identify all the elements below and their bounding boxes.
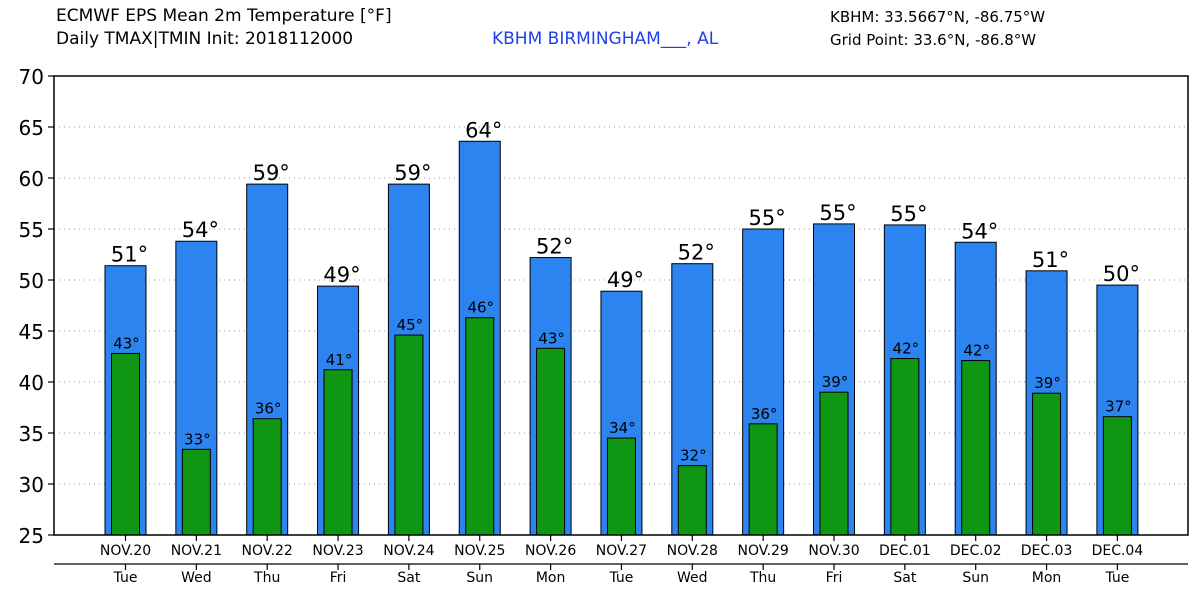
x-date-label: NOV.21 <box>171 543 222 559</box>
tmin-bar <box>606 437 636 536</box>
x-date-label: DEC.03 <box>1021 543 1073 559</box>
tmin-bar <box>961 360 991 536</box>
x-weekday-label: Fri <box>826 570 843 586</box>
tmin-data-label: 34° <box>609 419 636 437</box>
tmin-bar <box>1102 416 1132 536</box>
tmin-bar <box>181 448 211 536</box>
tmin-bar <box>819 391 849 536</box>
x-weekday-label: Tue <box>608 570 633 586</box>
tmin-bar <box>890 358 920 536</box>
tmax-data-label: 54° <box>182 218 219 242</box>
tmin-bar <box>677 465 707 536</box>
x-weekday-label: Sat <box>893 570 916 586</box>
y-tick-label: 35 <box>19 422 44 446</box>
y-tick-label: 55 <box>19 218 44 242</box>
tmax-data-label: 52° <box>678 241 715 265</box>
tmax-data-label: 59° <box>253 161 290 185</box>
y-tick-label: 60 <box>19 167 44 191</box>
chart-subtitle: Daily TMAX|TMIN Init: 2018112000 <box>56 29 354 49</box>
tmax-data-label: 59° <box>394 161 431 185</box>
y-tick-label: 25 <box>19 524 44 548</box>
tmin-bar <box>1032 392 1062 536</box>
tmin-bar <box>465 317 495 536</box>
tmax-data-label: 51° <box>1032 248 1069 272</box>
tmax-data-label: 52° <box>536 235 573 259</box>
x-date-label: NOV.29 <box>738 543 789 559</box>
tmax-data-label: 55° <box>819 201 856 225</box>
tmin-bar <box>111 352 140 536</box>
axes: 25 30 35 40 45 50 55 60 65 70 NOV.20 Tue NOV.21 Wed NO… <box>19 65 1189 586</box>
tmax-data-label: 49° <box>607 268 644 292</box>
tmin-data-label: 41° <box>326 351 353 369</box>
x-weekday-label: Mon <box>536 570 566 586</box>
y-tick-label: 70 <box>19 65 44 89</box>
tmin-bar <box>536 347 566 536</box>
station-coordinates: KBHM: 33.5667°N, -86.75°W <box>830 8 1046 26</box>
tmin-bar <box>748 423 778 536</box>
x-date-label: DEC.02 <box>950 543 1002 559</box>
x-date-label: NOV.20 <box>100 543 151 559</box>
tmax-data-label: 50° <box>1103 262 1140 286</box>
x-weekday-label: Sun <box>962 570 989 586</box>
x-date-label: NOV.22 <box>242 543 293 559</box>
tmin-data-label: 39° <box>1034 374 1061 392</box>
x-date-label: NOV.27 <box>596 543 647 559</box>
x-date-label: NOV.26 <box>525 543 576 559</box>
tmin-data-label: 45° <box>397 316 424 334</box>
station-name: KBHM BIRMINGHAM___, AL <box>492 29 719 49</box>
tmax-data-label: 55° <box>749 206 786 230</box>
tmin-data-label: 42° <box>893 340 920 358</box>
x-weekday-label: Wed <box>677 570 708 586</box>
tmax-data-label: 64° <box>465 118 502 142</box>
x-date-label: NOV.23 <box>312 543 363 559</box>
x-date-label: NOV.25 <box>454 543 505 559</box>
x-weekday-label: Wed <box>181 570 212 586</box>
chart-title: ECMWF EPS Mean 2m Temperature [°F] <box>56 6 392 26</box>
y-tick-label: 45 <box>19 320 44 344</box>
y-tick-label: 65 <box>19 116 44 140</box>
tmin-data-label: 42° <box>963 342 990 360</box>
tmin-data-label: 36° <box>751 405 778 423</box>
tmax-data-label: 55° <box>890 202 927 226</box>
x-date-label: NOV.24 <box>383 543 434 559</box>
x-weekday-label: Thu <box>253 570 280 586</box>
bars: 51° 43° 54° 33° 59° 36° 49° 41° 59° 45° 64° 46° 52° 4… <box>104 118 1140 536</box>
tmin-data-label: 33° <box>184 430 211 448</box>
y-tick-label: 50 <box>19 269 44 293</box>
tmin-data-label: 36° <box>255 400 282 418</box>
tmin-bar <box>252 418 282 536</box>
x-weekday-label: Fri <box>330 570 347 586</box>
x-weekday-label: Thu <box>749 570 776 586</box>
x-date-label: DEC.04 <box>1092 543 1144 559</box>
x-date-label: NOV.30 <box>808 543 859 559</box>
tmax-data-label: 54° <box>961 219 998 243</box>
x-weekday-label: Tue <box>1104 570 1129 586</box>
tmin-data-label: 37° <box>1105 398 1132 416</box>
y-tick-label: 30 <box>19 473 44 497</box>
tmin-data-label: 32° <box>680 447 707 465</box>
tmin-bar <box>394 334 424 536</box>
tmax-data-label: 49° <box>323 263 360 287</box>
x-weekday-label: Tue <box>113 570 138 586</box>
x-date-label: NOV.28 <box>667 543 718 559</box>
x-weekday-label: Mon <box>1032 570 1062 586</box>
x-weekday-label: Sun <box>466 570 493 586</box>
tmin-data-label: 46° <box>467 299 494 317</box>
x-date-label: DEC.01 <box>879 543 931 559</box>
x-weekday-label: Sat <box>397 570 420 586</box>
tmax-data-label: 51° <box>111 243 148 267</box>
grid-point-coordinates: Grid Point: 33.6°N, -86.8°W <box>830 31 1037 49</box>
tmin-data-label: 39° <box>822 373 849 391</box>
tmin-data-label: 43° <box>538 329 565 347</box>
tmin-bar <box>323 369 353 536</box>
tmin-data-label: 43° <box>113 334 140 352</box>
y-tick-label: 40 <box>19 371 44 395</box>
